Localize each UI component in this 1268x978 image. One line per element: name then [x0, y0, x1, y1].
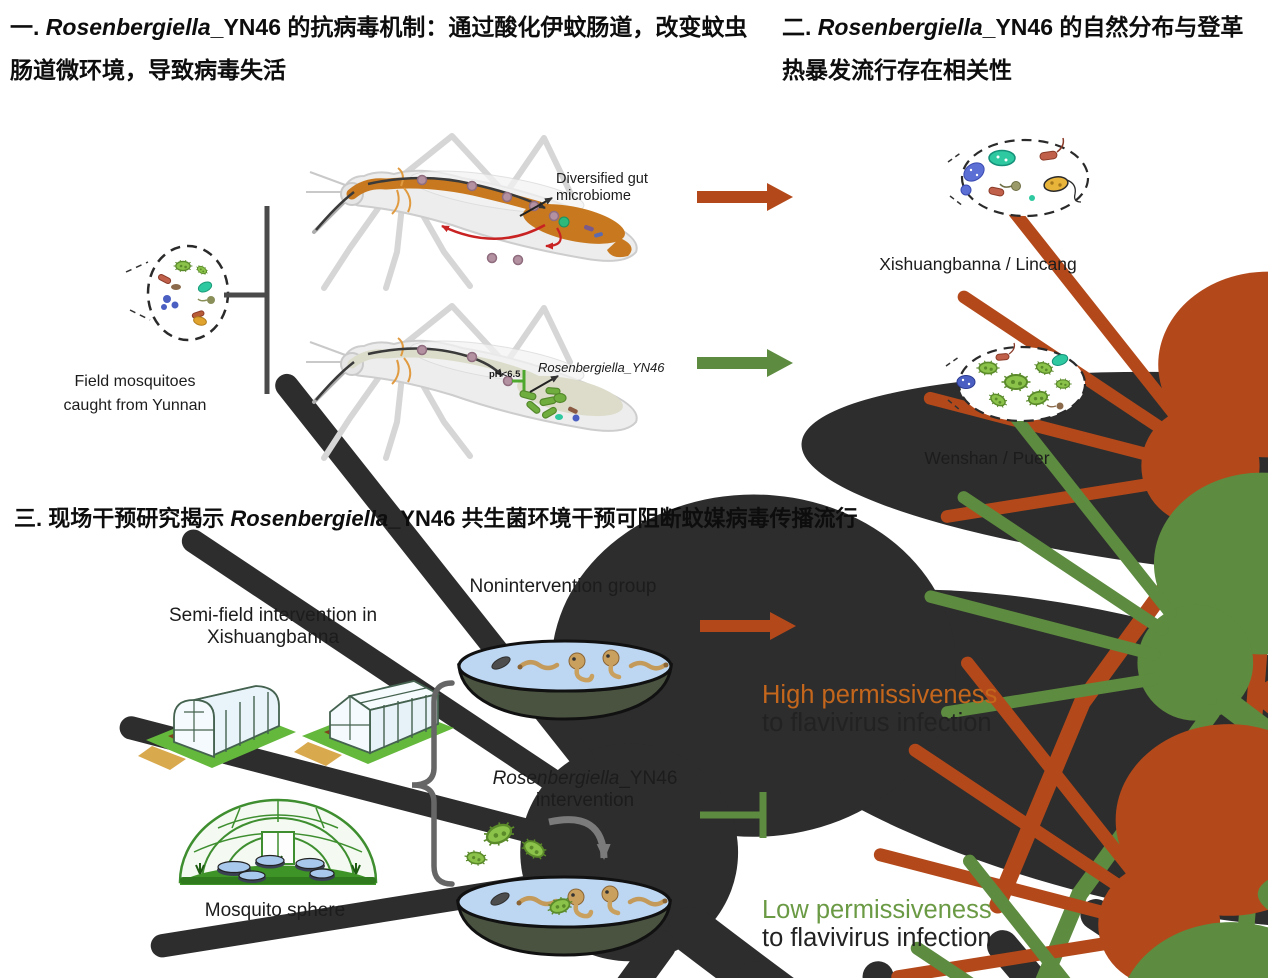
intervention-label-line2: intervention	[535, 789, 635, 811]
field-mosquitoes-label-line1: Field mosquitoes	[74, 373, 196, 390]
diversified-gut-label-line1: Diversified gut	[556, 171, 648, 187]
arrow-to-high-permissiveness	[700, 612, 796, 640]
semi-field-label: Semi-field intervention in Xishuangbanna	[162, 605, 384, 649]
section3-heading: 三. 现场干预研究揭示 Rosenbergiella_YN46 共生菌环境干预可…	[14, 504, 1254, 534]
high-region-microbiome-icon	[947, 137, 1090, 218]
greenhouse-gabled-icon	[294, 680, 454, 766]
high-permissiveness-line1: High permissiveness	[762, 681, 998, 709]
mosquito-sphere-label: Mosquito sphere	[204, 900, 346, 921]
low-permissiveness-line1: Low permissiveness	[762, 896, 992, 924]
low-region-label: Wenshan / Puer	[924, 448, 1050, 468]
panel3-brace	[411, 680, 455, 887]
high-region-label: Xishuangbanna / Lincang	[879, 254, 1077, 274]
panel1-bracket	[224, 206, 270, 394]
diversified-gut-label: Diversified gut microbiome	[556, 171, 696, 206]
field-mosquitoes-label: Field mosquitoes caught from Yunnan	[40, 370, 230, 418]
section1-heading: 一. Rosenbergiella_YN46 的抗病毒机制：通过酸化伊蚊肠道，改…	[10, 6, 762, 92]
intervention-label-line1: Rosenbergiella_YN46	[465, 768, 705, 790]
section1-heading-text: _YN46 的抗病毒机制：通过酸化伊蚊肠道，改变蚊虫肠道微环境，导致病毒失活	[10, 14, 748, 83]
section2-heading-genus: Rosenbergiella	[817, 14, 983, 40]
mosquito-anatomy-yn46-icon	[306, 306, 637, 458]
yn46-anatomy-label: Rosenbergiella_YN46	[538, 360, 665, 375]
intervention-arrow	[548, 816, 611, 860]
section1-heading-number: 一.	[10, 14, 46, 40]
low-permissiveness-line2: to flavivirus infection	[762, 924, 992, 952]
nonintervention-label: Nonintervention group	[469, 576, 657, 597]
low-region-microbiome-icon	[945, 342, 1087, 423]
diversified-gut-label-line2: microbiome	[556, 188, 631, 205]
ph-label: pH<6.5	[489, 369, 521, 380]
inhibition-bar	[700, 792, 767, 838]
semi-field-label-line1: Semi-field intervention in	[168, 605, 378, 626]
section2-heading-text: _YN46 的自然分布与登革热暴发流行存在相关性	[782, 14, 1244, 83]
section1-heading-genus: Rosenbergiella	[45, 14, 211, 40]
field-gut-microbiome-icon	[125, 244, 230, 342]
high-permissiveness-line2: to flavivirus infection	[762, 709, 992, 737]
greenhouse-arched-icon	[138, 685, 296, 770]
section3-heading-genus: Rosenbergiella	[230, 506, 389, 531]
intervention-label: Rosenbergiella_YN46 intervention	[465, 768, 705, 812]
field-mosquitoes-label-line2: caught from Yunnan	[63, 397, 207, 414]
section2-heading-number: 二.	[782, 14, 818, 40]
intervention-label-genus: Rosenbergiella	[492, 768, 620, 789]
mosquito-sphere-icon	[178, 798, 378, 885]
semi-field-label-line2: Xishuangbanna	[206, 626, 340, 648]
mosquito-anatomy-virus-icon	[306, 136, 637, 288]
section3-heading-number: 三. 现场干预研究揭示	[14, 506, 231, 531]
low-permissiveness-label: Low permissiveness to flavivirus infecti…	[762, 896, 1022, 952]
high-permissiveness-label: High permissiveness to flavivirus infect…	[762, 681, 1022, 737]
arrow-to-high-region	[697, 183, 793, 211]
section2-heading: 二. Rosenbergiella_YN46 的自然分布与登革热暴发流行存在相关…	[782, 6, 1264, 92]
intervention-label-suffix: _YN46	[619, 768, 678, 789]
section3-heading-text: _YN46 共生菌环境干预可阻断蚊媒病毒传播流行	[388, 506, 858, 531]
arrow-to-low-region	[697, 349, 793, 377]
